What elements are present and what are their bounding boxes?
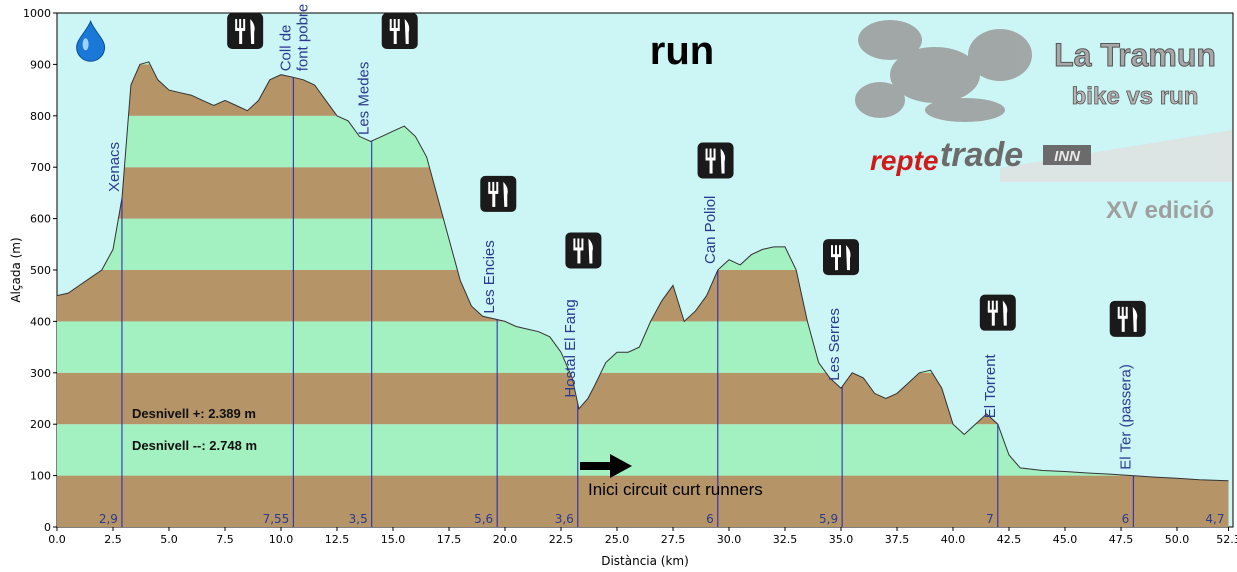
x-tick-label: 17.5 [437, 533, 462, 546]
food-icon [979, 294, 1016, 331]
checkpoint-label-line2: font pobre [294, 4, 311, 72]
food-icon [381, 12, 418, 49]
water-drop-icon [76, 19, 106, 62]
x-tick-label: 32.5 [773, 533, 798, 546]
x-tick-label: 30.0 [717, 533, 742, 546]
segment-distance-label: 7,55 [263, 512, 290, 526]
segment-distance-label: 2,9 [99, 512, 118, 526]
chart-title: run [650, 29, 714, 73]
y-tick-label: 100 [30, 470, 51, 483]
x-tick-label: 27.5 [661, 533, 686, 546]
x-tick-label: 50.0 [1165, 533, 1190, 546]
checkpoint-label: Les Serres [826, 308, 843, 381]
checkpoint-label: Xenacs [106, 142, 123, 192]
checkpoint-label: El Ter (passera) [1117, 364, 1134, 470]
x-tick-label: 42.5 [997, 533, 1022, 546]
checkpoint-icons [76, 12, 1146, 337]
y-tick-label: 400 [30, 315, 51, 328]
segment-distance-label: 4,7 [1205, 512, 1224, 526]
y-tick-label: 300 [30, 367, 51, 380]
x-tick-label: 40.0 [941, 533, 966, 546]
sponsor-suffix: INN [1054, 148, 1081, 165]
segment-distance-label: 3,5 [349, 512, 368, 526]
food-icon [480, 175, 517, 212]
segment-distance-label: 7 [986, 512, 994, 526]
sponsor-name: trade [940, 136, 1023, 174]
x-tick-label: 5.0 [160, 533, 178, 546]
altitude-band [57, 475, 1229, 527]
short-circuit-note: Inici circuit curt runners [588, 480, 763, 499]
checkpoint-label: Coll de [277, 25, 294, 72]
x-tick-label: 10.0 [269, 533, 294, 546]
food-icon [823, 239, 859, 276]
x-tick-label: 0.0 [48, 533, 66, 546]
x-axis-label: Distància (km) [601, 554, 689, 568]
desnivell-positive: Desnivell +: 2.389 m [132, 406, 256, 421]
x-tick-label: 12.5 [325, 533, 350, 546]
x-tick-label: 35.0 [829, 533, 854, 546]
x-tick-label: 47.5 [1109, 533, 1134, 546]
y-tick-label: 600 [30, 213, 51, 226]
checkpoint-label: Hostal El Fang [562, 299, 579, 397]
sponsor-logo: repte trade INN [870, 130, 1232, 182]
food-icon [1109, 300, 1146, 337]
checkpoint-label: El Torrent [982, 353, 999, 418]
segment-distance-label: 3,6 [555, 512, 574, 526]
arrow-right-icon [580, 454, 632, 478]
y-tick-label: 800 [30, 110, 51, 123]
food-icon [697, 142, 734, 179]
x-tick-label: 52.3 [1216, 533, 1237, 546]
y-tick-label: 1000 [23, 7, 51, 20]
x-tick-label: 2.5 [104, 533, 122, 546]
food-icon [565, 232, 602, 269]
checkpoint-lines [121, 77, 1134, 527]
x-tick-label: 45.0 [1053, 533, 1078, 546]
event-name: La Tramun [1054, 37, 1216, 73]
x-tick-label: 15.0 [381, 533, 406, 546]
desnivell-negative: Desnivell --: 2.748 m [132, 438, 257, 453]
checkpoint-label: Can Poliol [702, 196, 719, 264]
edition-label: XV edició [1106, 197, 1214, 224]
segment-distance-label: 5,9 [819, 512, 838, 526]
checkpoint-labels: Xenacs Coll de font pobre Les Medes Les Enci… [106, 4, 1134, 470]
event-subtitle: bike vs run [1072, 83, 1199, 110]
y-axis-label: Alçada (m) [9, 237, 23, 302]
x-tick-label: 20.0 [493, 533, 518, 546]
segment-distance-label: 6 [1122, 512, 1130, 526]
elevation-profile-line [57, 61, 1229, 482]
x-tick-label: 7.5 [216, 533, 234, 546]
x-tick-label: 25.0 [605, 533, 630, 546]
x-tick-label: 37.5 [885, 533, 910, 546]
x-tick-label: 22.5 [549, 533, 574, 546]
sponsor-prefix: repte [870, 145, 938, 176]
segment-distance-labels: 2,9 7,55 3,5 5,6 3,6 6 5,9 7 6 4,7 [99, 512, 1225, 526]
checkpoint-label: Les Medes [356, 62, 373, 135]
y-tick-label: 200 [30, 418, 51, 431]
event-logo: La Tramun bike vs run [855, 20, 1216, 122]
y-tick-label: 500 [30, 264, 51, 277]
axes: 0 100 200 300 400 500 600 700 800 900 1000 0.0 2.5 5.… [9, 7, 1237, 568]
segment-distance-label: 6 [706, 512, 714, 526]
y-tick-label: 900 [30, 58, 51, 71]
y-tick-label: 700 [30, 161, 51, 174]
food-icon [227, 12, 264, 49]
segment-distance-label: 5,6 [474, 512, 493, 526]
checkpoint-label: Les Encies [481, 240, 498, 313]
mountain-logo-icon [855, 20, 1032, 122]
y-tick-label: 0 [44, 521, 51, 534]
